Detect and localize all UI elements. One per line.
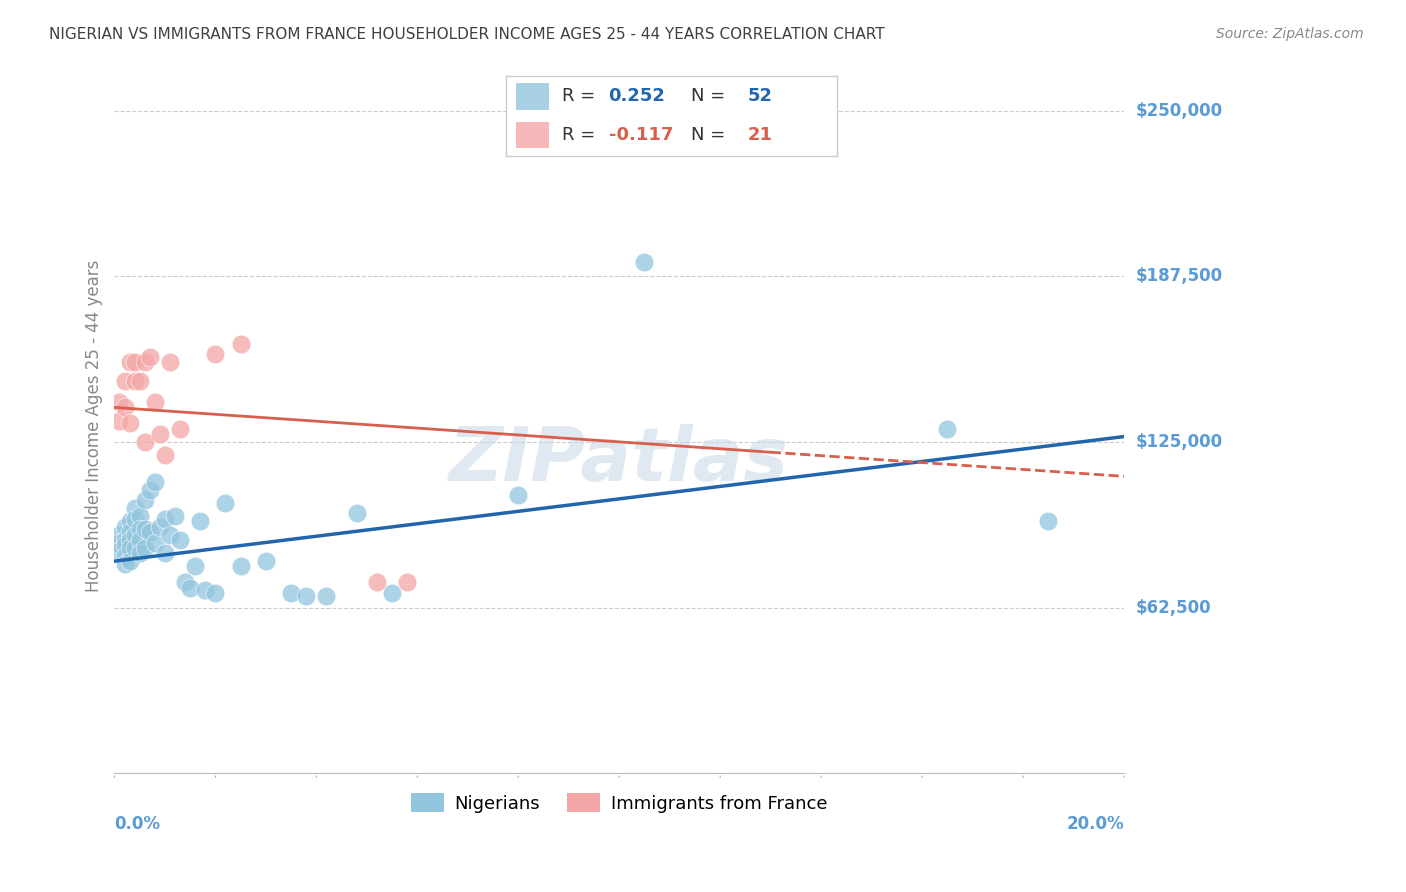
- Text: $62,500: $62,500: [1135, 599, 1211, 616]
- Point: [508, 488, 530, 502]
- Point: [139, 483, 162, 497]
- Point: [114, 519, 136, 533]
- Text: N =: N =: [692, 126, 731, 144]
- Point: [124, 374, 146, 388]
- Point: [936, 422, 959, 436]
- Y-axis label: Householder Income Ages 25 - 44 years: Householder Income Ages 25 - 44 years: [86, 260, 103, 591]
- Point: [169, 422, 191, 436]
- Point: [143, 395, 166, 409]
- Point: [134, 541, 156, 555]
- Point: [124, 355, 146, 369]
- Point: [295, 589, 318, 603]
- Point: [143, 475, 166, 489]
- Text: 0.252: 0.252: [609, 87, 665, 105]
- Point: [108, 543, 131, 558]
- Point: [134, 493, 156, 508]
- Point: [139, 524, 162, 539]
- Legend: Nigerians, Immigrants from France: Nigerians, Immigrants from France: [404, 786, 834, 820]
- Point: [128, 546, 150, 560]
- Text: $187,500: $187,500: [1135, 268, 1222, 285]
- Point: [149, 426, 172, 441]
- Point: [381, 586, 404, 600]
- Point: [134, 434, 156, 449]
- Point: [174, 575, 197, 590]
- Point: [128, 509, 150, 524]
- Point: [1038, 515, 1060, 529]
- Point: [124, 512, 146, 526]
- Point: [118, 355, 141, 369]
- Point: [143, 535, 166, 549]
- Point: [108, 527, 131, 541]
- Point: [118, 533, 141, 547]
- Point: [114, 538, 136, 552]
- Point: [229, 336, 252, 351]
- Text: $250,000: $250,000: [1135, 102, 1222, 120]
- Point: [128, 533, 150, 547]
- Text: 52: 52: [748, 87, 772, 105]
- Point: [188, 515, 211, 529]
- Point: [366, 575, 388, 590]
- Text: ZIPatlas: ZIPatlas: [450, 424, 789, 497]
- FancyBboxPatch shape: [516, 121, 550, 148]
- Point: [118, 524, 141, 539]
- Point: [346, 507, 368, 521]
- Point: [124, 527, 146, 541]
- Point: [254, 554, 277, 568]
- Text: NIGERIAN VS IMMIGRANTS FROM FRANCE HOUSEHOLDER INCOME AGES 25 - 44 YEARS CORRELA: NIGERIAN VS IMMIGRANTS FROM FRANCE HOUSE…: [49, 27, 884, 42]
- Point: [134, 522, 156, 536]
- Text: -0.117: -0.117: [609, 126, 673, 144]
- Point: [108, 414, 131, 428]
- Text: 0.0%: 0.0%: [114, 815, 160, 833]
- Text: 21: 21: [748, 126, 772, 144]
- Text: N =: N =: [692, 87, 731, 105]
- Point: [184, 559, 207, 574]
- Text: R =: R =: [562, 87, 602, 105]
- Point: [280, 586, 302, 600]
- Point: [114, 401, 136, 415]
- Point: [396, 575, 419, 590]
- Point: [128, 374, 150, 388]
- Point: [153, 448, 176, 462]
- Point: [159, 355, 181, 369]
- Point: [118, 554, 141, 568]
- FancyBboxPatch shape: [516, 83, 550, 110]
- Point: [139, 350, 162, 364]
- Point: [149, 519, 172, 533]
- Point: [124, 541, 146, 555]
- Point: [108, 395, 131, 409]
- Point: [633, 254, 655, 268]
- Text: 20.0%: 20.0%: [1066, 815, 1123, 833]
- Point: [114, 549, 136, 563]
- Text: R =: R =: [562, 126, 602, 144]
- Point: [194, 583, 217, 598]
- Text: $125,000: $125,000: [1135, 433, 1222, 450]
- Point: [114, 374, 136, 388]
- Point: [169, 533, 191, 547]
- Point: [108, 535, 131, 549]
- Text: Source: ZipAtlas.com: Source: ZipAtlas.com: [1216, 27, 1364, 41]
- Point: [118, 515, 141, 529]
- Point: [315, 589, 337, 603]
- Point: [124, 501, 146, 516]
- Point: [118, 417, 141, 431]
- Point: [179, 581, 201, 595]
- Point: [153, 546, 176, 560]
- Point: [214, 496, 236, 510]
- Point: [204, 586, 226, 600]
- Point: [163, 509, 186, 524]
- Point: [159, 527, 181, 541]
- Point: [114, 533, 136, 547]
- Point: [118, 541, 141, 555]
- Point: [128, 522, 150, 536]
- Point: [153, 512, 176, 526]
- Point: [114, 557, 136, 571]
- Point: [204, 347, 226, 361]
- Point: [134, 355, 156, 369]
- Point: [229, 559, 252, 574]
